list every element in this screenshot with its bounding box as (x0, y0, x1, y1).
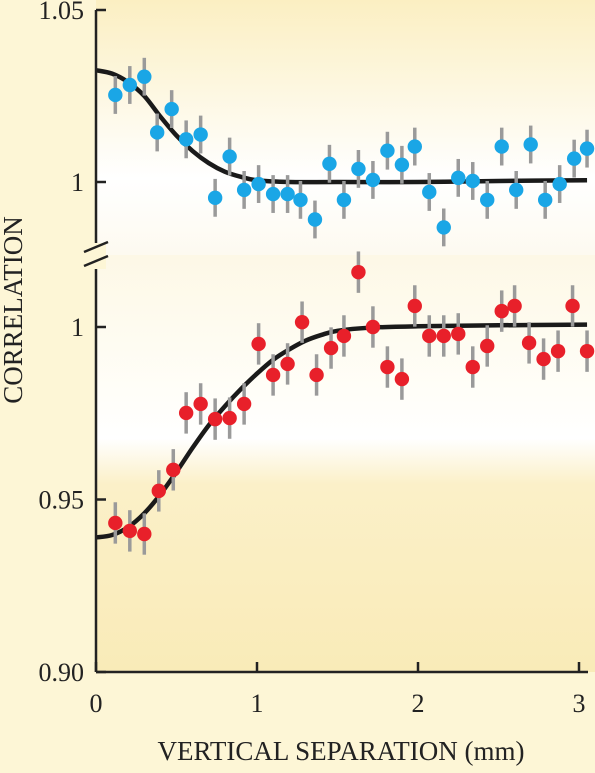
data-point-upper (251, 176, 266, 192)
data-point-lower (151, 483, 166, 499)
data-point-upper (480, 192, 495, 208)
data-point-lower (579, 343, 595, 359)
data-point-upper (122, 77, 138, 93)
y-axis-title: CORRELATION (0, 216, 28, 404)
data-point-upper (351, 161, 366, 177)
data-point-upper (149, 125, 165, 140)
data-point-lower (137, 526, 152, 542)
data-point-lower (294, 314, 310, 330)
data-point-lower (507, 298, 522, 314)
data-point-upper (523, 137, 538, 152)
data-point-upper (451, 170, 466, 186)
data-point-lower (365, 319, 381, 335)
data-point-lower (323, 340, 339, 356)
data-point-lower (422, 328, 437, 344)
data-point-upper (108, 87, 123, 103)
data-point-lower (309, 367, 324, 383)
data-point-lower (436, 328, 451, 344)
x-axis-title: VERTICAL SEPARATION (mm) (158, 736, 525, 766)
data-point-upper (307, 212, 323, 227)
y-tick-label-upper: 1 (71, 168, 84, 197)
data-point-lower (178, 405, 194, 421)
data-point-lower (521, 335, 537, 351)
x-tick-label: 2 (412, 689, 425, 718)
data-point-lower (351, 264, 366, 280)
data-point-upper (207, 190, 223, 206)
data-point-upper (380, 143, 395, 158)
data-point-upper (178, 132, 194, 147)
data-point-upper (222, 149, 237, 164)
data-point-lower (336, 328, 352, 344)
data-point-lower (166, 462, 181, 478)
y-tick-label-lower: 0.95 (39, 486, 85, 515)
y-tick-label-lower: 0.90 (39, 658, 85, 687)
data-point-upper (265, 186, 281, 202)
data-point-lower (280, 356, 295, 372)
data-point-upper (164, 101, 179, 117)
data-point-upper (293, 192, 308, 208)
data-point-upper (579, 141, 595, 156)
data-point-upper (137, 69, 152, 84)
axis-ticks: 1.05 1 1 0.95 0.900 1 2 3 (39, 0, 586, 718)
data-point-lower (122, 523, 138, 539)
data-point-lower (380, 359, 395, 375)
data-point-lower (451, 326, 466, 342)
data-point-lower (465, 359, 480, 375)
y-tick-label-upper: 1.05 (39, 0, 85, 25)
data-points (108, 69, 595, 542)
data-point-upper (336, 192, 352, 208)
data-point-upper (566, 151, 582, 166)
data-point-upper (509, 182, 524, 198)
data-point-lower (494, 303, 509, 319)
data-point-upper (465, 173, 480, 189)
data-point-lower (207, 411, 223, 427)
axis-break-marker (80, 240, 109, 269)
data-point-upper (280, 186, 295, 202)
data-point-lower (394, 371, 410, 387)
data-point-lower (193, 396, 208, 412)
data-point-upper (322, 156, 337, 171)
data-point-lower (565, 298, 580, 314)
y-tick-label-lower: 1 (71, 313, 84, 342)
data-point-lower (236, 396, 252, 412)
data-point-upper (537, 192, 553, 208)
data-point-upper (494, 139, 509, 154)
data-point-lower (480, 338, 495, 354)
data-point-lower (222, 410, 237, 426)
data-point-lower (407, 298, 422, 314)
x-tick-label: 3 (573, 689, 586, 718)
data-point-upper (422, 184, 437, 200)
data-point-upper (193, 127, 208, 142)
data-point-lower (550, 343, 566, 359)
data-point-upper (236, 182, 252, 198)
x-tick-label: 0 (90, 689, 103, 718)
data-point-upper (365, 172, 381, 188)
data-point-upper (436, 220, 451, 235)
data-point-lower (265, 367, 281, 383)
data-point-upper (407, 139, 422, 154)
data-point-lower (108, 515, 123, 531)
x-tick-label: 1 (251, 689, 264, 718)
data-point-lower (251, 336, 266, 352)
data-point-lower (536, 351, 551, 367)
data-point-upper (552, 176, 567, 192)
data-point-upper (394, 157, 410, 172)
